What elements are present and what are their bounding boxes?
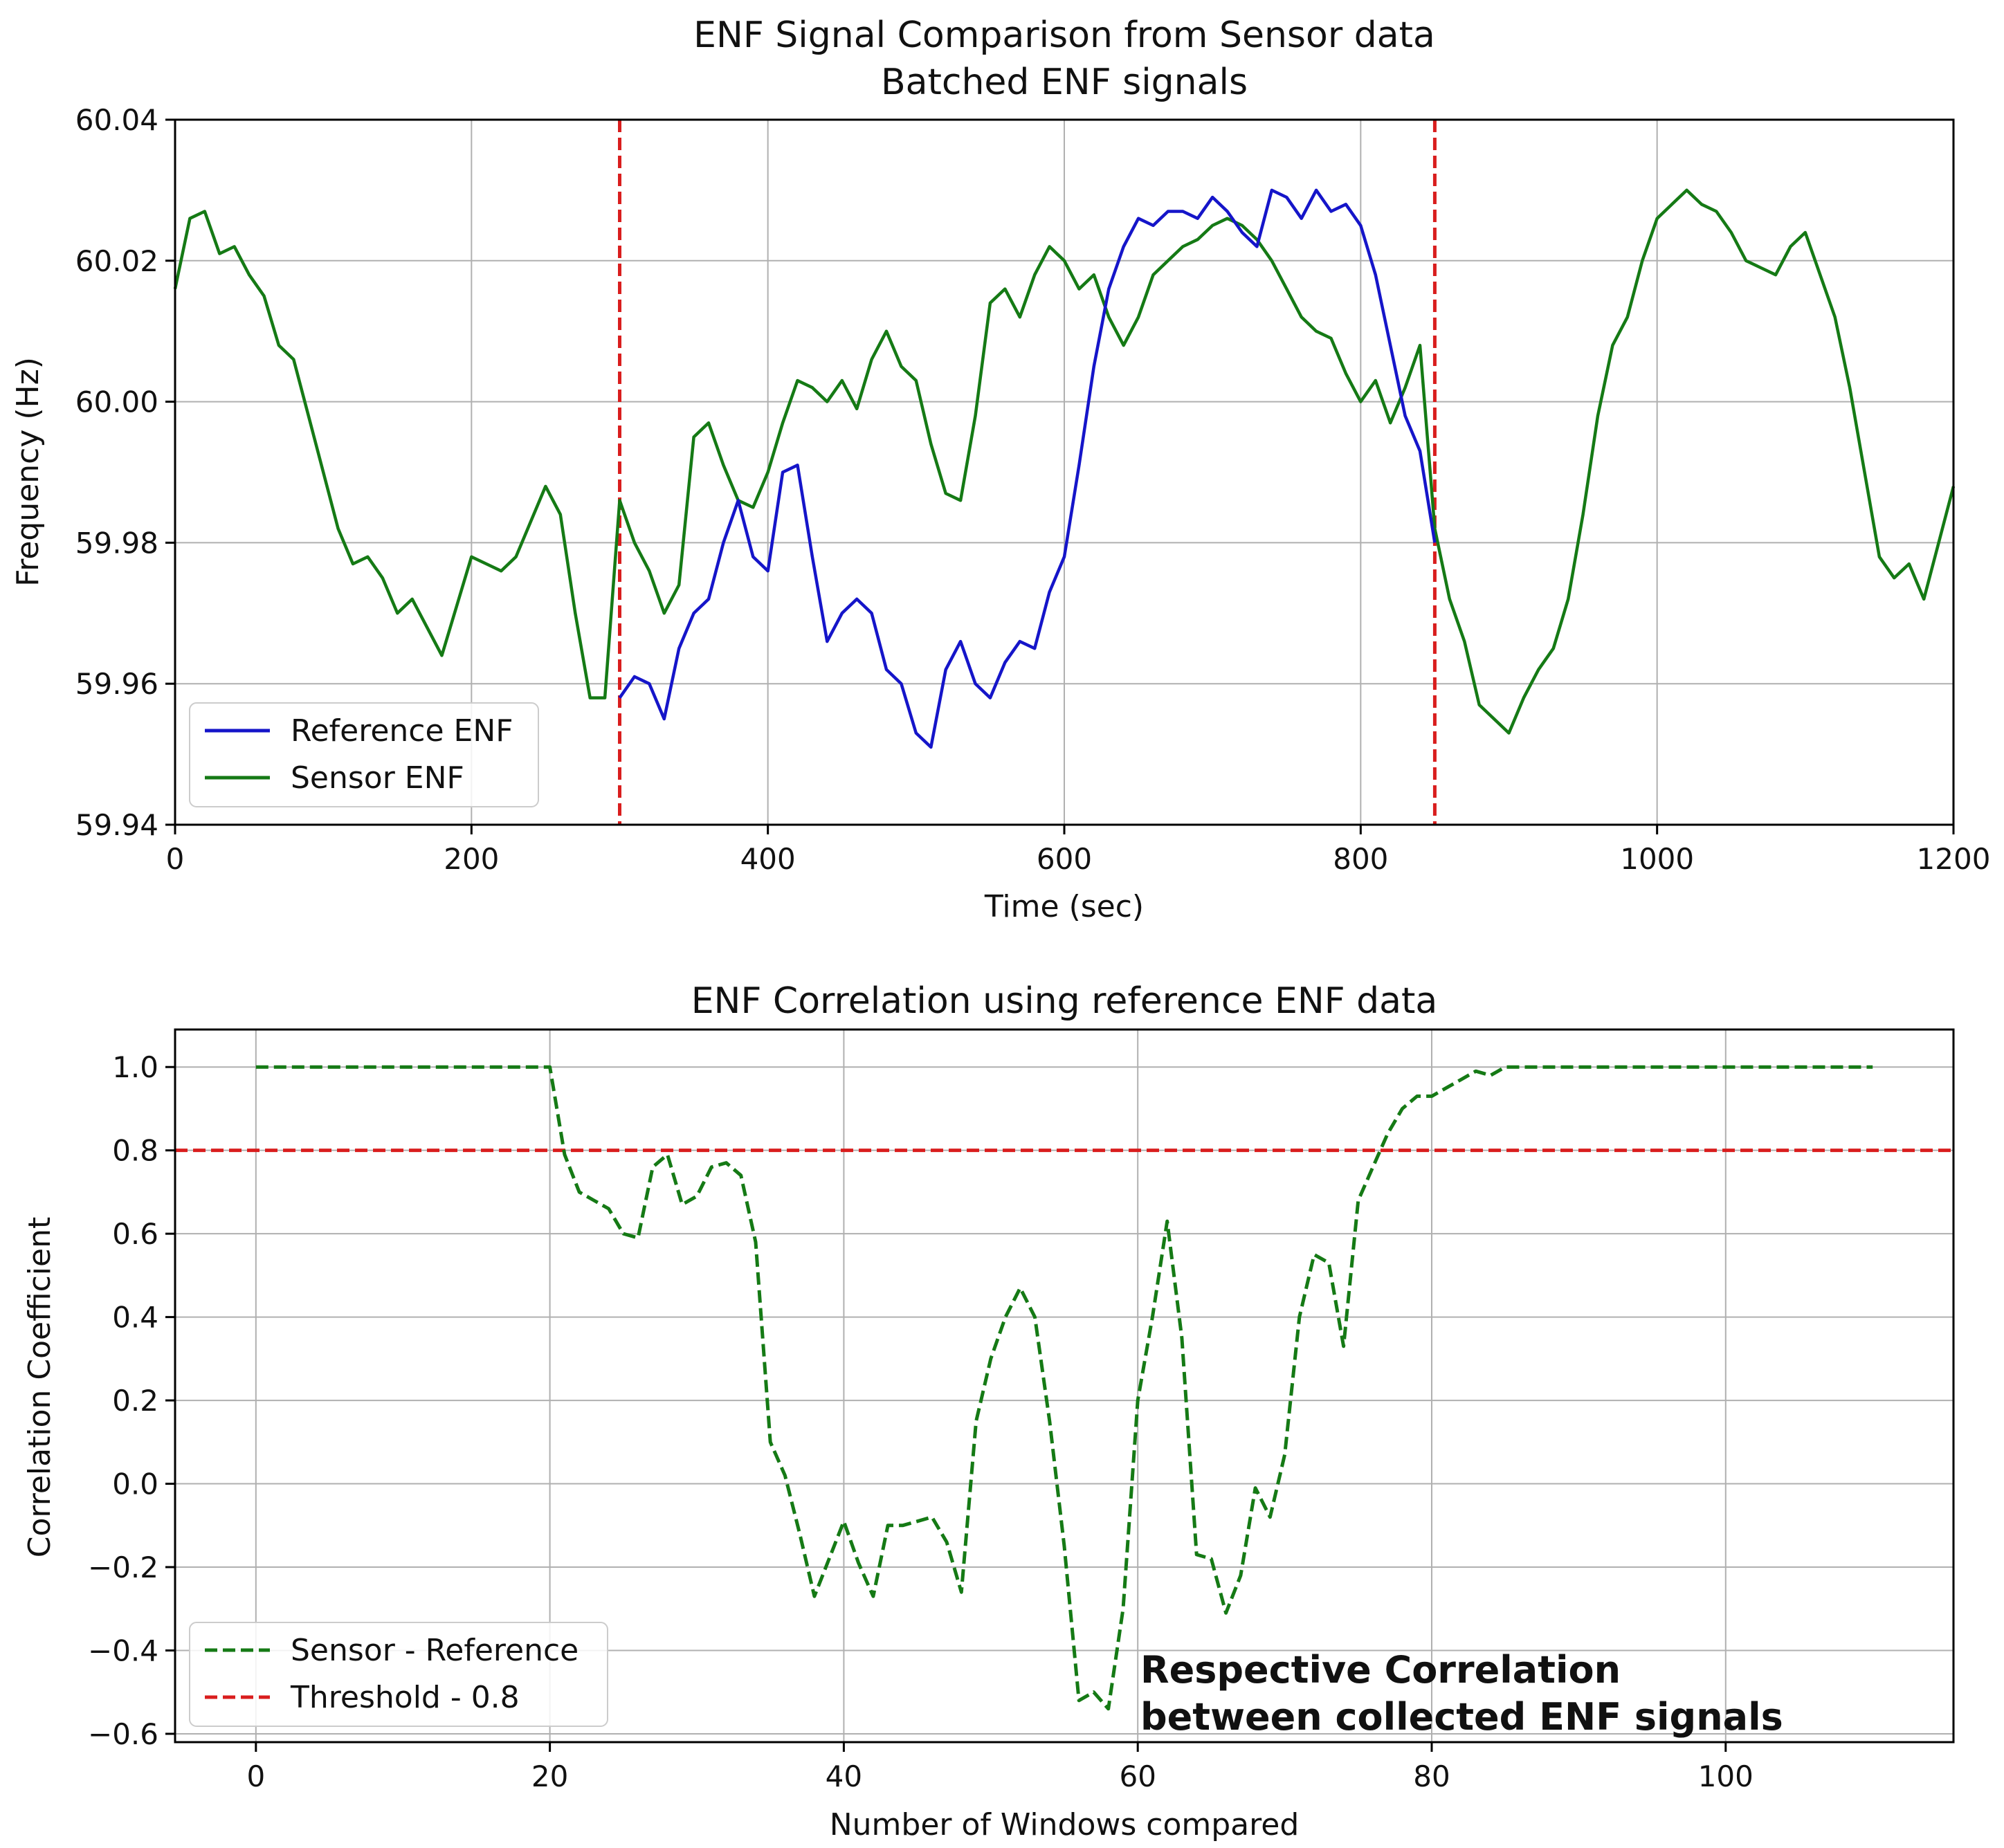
chart1-boundary-lines: [618, 120, 1437, 825]
chart1-x-tick-label: 200: [444, 842, 499, 876]
chart2-y-tick-label: 0.8: [112, 1134, 158, 1168]
chart1-x-tick-label: 1000: [1620, 842, 1694, 876]
chart2-x-tick-label: 0: [246, 1759, 265, 1793]
chart1-x-ticks: 0 200 400 600 800 1000 1200: [166, 825, 1991, 876]
chart1-legend-box: [189, 702, 539, 807]
chart1-title: ENF Signal Comparison from Sensor data: [693, 15, 1435, 56]
chart2-x-tick-label: 20: [531, 1759, 568, 1793]
correlation-line: [255, 1065, 1873, 1711]
chart1-y-tick-label: 60.04: [75, 103, 158, 137]
chart2-x-tick-label: 80: [1413, 1759, 1450, 1793]
chart2-y-tick-label: −0.6: [88, 1717, 158, 1751]
chart2-y-tick-label: −0.2: [88, 1550, 158, 1584]
chart2-legend-box: [189, 1622, 608, 1727]
chart2-y-ticks: 1.0 0.8 0.6 0.4 0.2 0.0 −0.2 −0.4 −0.6: [88, 1050, 175, 1751]
enf-signal-chart: ENF Signal Comparison from Sensor data B…: [10, 15, 1990, 924]
legend-correlation-label: Sensor - Reference: [291, 1633, 579, 1668]
chart1-y-ticks: 59.94 59.96 59.98 60.00 60.02 60.04: [75, 103, 175, 842]
chart2-y-tick-label: 0.4: [112, 1301, 158, 1335]
chart2-legend: Sensor - Reference Threshold - 0.8: [189, 1622, 608, 1727]
chart2-plot-frame: [174, 1028, 1955, 1744]
correlation-annotation-line-1: Respective Correlation: [1140, 1648, 1621, 1692]
chart1-x-tick-label: 1200: [1917, 842, 1991, 876]
sensor-enf-line: [173, 188, 1956, 735]
chart2-y-tick-label: −0.4: [88, 1634, 158, 1667]
chart1-x-tick-label: 600: [1037, 842, 1092, 876]
chart2-y-tick-label: 0.6: [112, 1217, 158, 1251]
chart1-series: [173, 188, 1956, 749]
chart1-x-tick-label: 400: [740, 842, 796, 876]
legend-threshold-label: Threshold - 0.8: [290, 1680, 520, 1715]
chart2-x-tick-label: 100: [1698, 1759, 1754, 1793]
chart1-legend: Reference ENF Sensor ENF: [189, 702, 539, 807]
chart2-x-axis-label: Number of Windows compared: [830, 1807, 1300, 1842]
chart1-y-tick-label: 59.94: [75, 808, 158, 842]
chart1-y-tick-label: 60.02: [75, 244, 158, 278]
chart1-x-axis-label: Time (sec): [984, 889, 1144, 924]
chart1-x-tick-label: 800: [1333, 842, 1388, 876]
legend-sensor-label: Sensor ENF: [291, 760, 464, 796]
reference-enf-line: [618, 188, 1437, 749]
chart2-y-tick-label: 0.2: [112, 1384, 158, 1418]
correlation-annotation-line-2: between collected ENF signals: [1140, 1695, 1783, 1739]
chart2-x-tick-label: 40: [826, 1759, 862, 1793]
chart2-y-tick-label: 0.0: [112, 1467, 158, 1501]
enf-correlation-chart: ENF Correlation using reference ENF data…: [22, 980, 1955, 1842]
chart2-x-ticks: 0 20 40 60 80 100: [246, 1742, 1754, 1793]
chart2-title: ENF Correlation using reference ENF data: [691, 980, 1438, 1022]
chart2-x-tick-label: 60: [1119, 1759, 1156, 1793]
legend-reference-label: Reference ENF: [291, 713, 513, 749]
chart1-subtitle: Batched ENF signals: [881, 62, 1248, 103]
chart2-y-tick-label: 1.0: [112, 1050, 158, 1084]
chart2-y-axis-label: Correlation Coefficient: [22, 1217, 57, 1558]
chart1-x-tick-label: 0: [166, 842, 185, 876]
chart1-y-axis-label: Frequency (Hz): [10, 357, 46, 587]
chart1-y-tick-label: 59.98: [75, 526, 158, 560]
chart2-series: [255, 1065, 1873, 1711]
chart1-y-tick-label: 60.00: [75, 385, 158, 419]
chart1-y-tick-label: 59.96: [75, 667, 158, 701]
